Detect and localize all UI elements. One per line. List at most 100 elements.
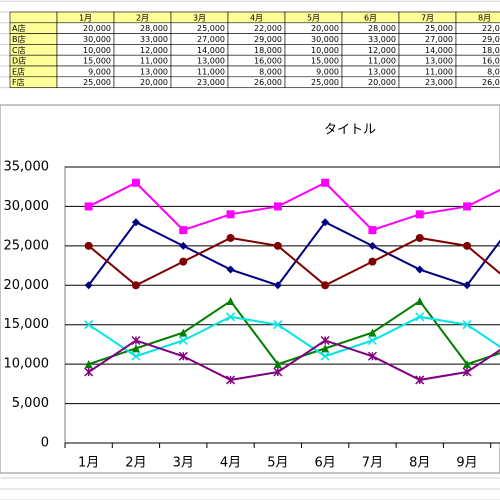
marker	[131, 335, 141, 346]
marker-shape	[415, 233, 424, 242]
cell-value: 9,000	[88, 67, 111, 76]
series-line	[88, 339, 500, 381]
row-label: F店	[12, 77, 25, 87]
y-tick-label: 25,000	[4, 238, 50, 253]
cell-value: 30,000	[83, 35, 111, 44]
marker	[415, 233, 424, 242]
cell-value: 11,000	[140, 57, 168, 66]
marker	[131, 218, 140, 227]
marker	[321, 344, 330, 353]
cell-value: 29,000	[254, 35, 282, 44]
row-label: E店	[12, 66, 25, 76]
marker-shape	[84, 202, 93, 211]
marker-shape	[226, 375, 236, 385]
marker-shape	[226, 210, 235, 219]
cell-value: 23,000	[197, 78, 225, 87]
marker	[84, 241, 93, 250]
cell-value: 12,000	[140, 46, 168, 55]
x-tick-label: 9月	[456, 456, 477, 471]
cell-value: 20,000	[368, 78, 396, 87]
header-text: 1月	[79, 13, 92, 22]
marker	[273, 241, 282, 250]
marker	[84, 320, 94, 330]
header-label-cell	[9, 11, 58, 24]
cell-value: 18,000	[482, 46, 500, 55]
marker	[321, 178, 330, 187]
marker-shape	[321, 344, 330, 353]
marker-shape	[131, 178, 140, 187]
cell-value: 8,000	[259, 67, 282, 76]
cell-value: 33,000	[140, 35, 168, 44]
marker	[320, 335, 330, 346]
marker	[368, 257, 377, 266]
marker-shape	[131, 335, 141, 346]
x-tick-label: 4月	[220, 456, 241, 471]
marker	[226, 312, 236, 322]
marker	[368, 226, 377, 235]
x-tick-label: 2月	[125, 456, 146, 471]
marker	[226, 265, 235, 274]
cell-value: 14,000	[425, 46, 453, 55]
marker	[368, 241, 377, 250]
marker	[462, 320, 472, 330]
marker-shape	[415, 297, 424, 306]
marker-shape	[415, 265, 424, 274]
cell-value: 25,000	[425, 24, 453, 33]
cell-value: 27,000	[425, 35, 453, 44]
row-label: D店	[12, 56, 26, 66]
marker	[415, 312, 425, 322]
cell-value: 29,000	[482, 35, 500, 44]
marker-shape	[178, 335, 188, 346]
marker-shape	[415, 375, 425, 385]
marker-shape	[367, 335, 377, 346]
cell-value: 28,000	[368, 24, 396, 33]
marker-shape	[463, 241, 472, 250]
y-tick-label: 30,000	[4, 199, 50, 214]
cell-value: 15,000	[311, 57, 339, 66]
cell-value: 16,000	[482, 57, 500, 66]
marker-shape	[226, 265, 235, 274]
header-text: 8月	[478, 13, 491, 22]
cell-value: 23,000	[425, 78, 453, 87]
header-text: 2月	[136, 13, 149, 22]
cell-value: 28,000	[140, 24, 168, 33]
marker-shape	[273, 367, 283, 377]
marker-shape	[273, 281, 282, 290]
marker	[178, 335, 188, 346]
marker-shape	[178, 351, 188, 361]
marker	[131, 281, 140, 290]
marker	[226, 233, 235, 242]
series-line	[87, 220, 500, 287]
marker	[368, 328, 377, 337]
marker	[273, 202, 282, 211]
marker-shape	[462, 320, 472, 330]
marker-shape	[273, 241, 282, 250]
cell	[455, 76, 500, 88]
marker	[84, 367, 94, 377]
row-label: B店	[12, 34, 26, 44]
x-tick-label: 8月	[409, 456, 430, 471]
marker-shape	[368, 241, 377, 250]
chart-title: タイトル	[324, 123, 376, 138]
marker	[321, 218, 330, 227]
marker	[84, 202, 93, 211]
marker-shape	[415, 210, 424, 219]
cell-value: 16,000	[254, 57, 282, 66]
marker	[179, 328, 188, 337]
marker-shape	[226, 233, 235, 242]
marker	[463, 202, 472, 211]
cell-value: 30,000	[311, 35, 339, 44]
marker	[179, 257, 188, 266]
header-text: 6月	[364, 13, 377, 22]
marker-shape	[320, 335, 330, 346]
marker	[463, 360, 472, 369]
marker-shape	[321, 218, 330, 227]
marker	[131, 351, 141, 361]
marker	[84, 281, 93, 290]
marker-shape	[84, 241, 93, 250]
marker-shape	[367, 351, 377, 361]
marker-shape	[368, 257, 377, 266]
cell-value: 13,000	[425, 57, 453, 66]
cell-value: 11,000	[368, 57, 396, 66]
